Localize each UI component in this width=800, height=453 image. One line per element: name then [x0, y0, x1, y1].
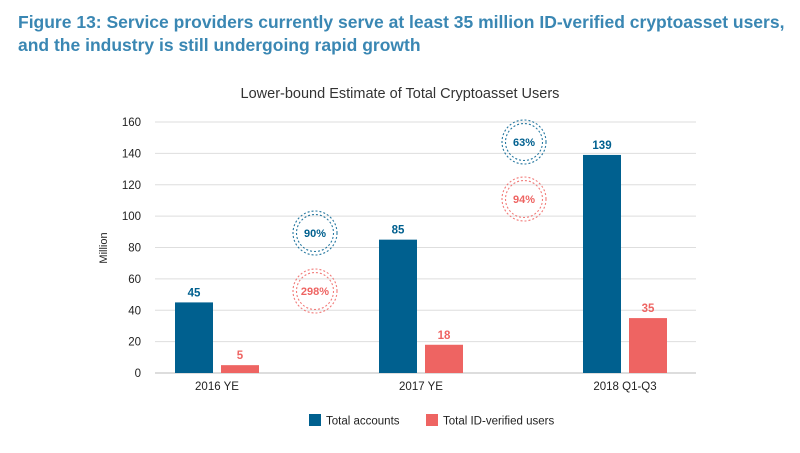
chart-title: Lower-bound Estimate of Total Cryptoasse… — [241, 86, 560, 102]
annotation-ring-outer — [292, 210, 338, 256]
x-tick-label: 2016 YE — [195, 381, 239, 393]
bars: 45 85 139 5 18 35 — [175, 140, 667, 373]
x-tick-label: 2018 Q1-Q3 — [593, 381, 656, 393]
growth-annotation: 298% — [292, 268, 338, 314]
growth-percentage: 63% — [513, 137, 535, 149]
bar-id-verified-users — [425, 344, 463, 373]
y-axis-ticks: 0 20 40 60 80 100 120 140 160 — [122, 117, 141, 380]
data-label: 85 — [392, 225, 405, 237]
legend-label: Total ID-verified users — [443, 416, 554, 428]
bar-id-verified-users — [629, 318, 667, 373]
data-label: 5 — [237, 350, 244, 362]
y-axis-label: Million — [98, 232, 110, 263]
legend: Total accounts Total ID-verified users — [309, 414, 554, 428]
growth-percentage: 94% — [513, 194, 535, 206]
y-tick-label: 0 — [135, 368, 141, 380]
x-tick-label: 2017 YE — [399, 381, 443, 393]
data-label: 45 — [188, 287, 201, 299]
growth-annotations: 90% 298% 63% 94% — [292, 119, 547, 314]
bar-total-accounts — [175, 302, 213, 373]
data-label: 18 — [438, 330, 451, 342]
bar-id-verified-users — [221, 365, 259, 373]
y-tick-label: 100 — [122, 211, 141, 223]
annotation-ring-inner — [295, 213, 335, 253]
annotation-ring-outer — [501, 176, 547, 222]
figure-title: Figure 13: Service providers currently s… — [18, 12, 785, 55]
annotation-ring-inner — [504, 179, 544, 219]
y-tick-label: 60 — [128, 274, 141, 286]
y-tick-label: 160 — [122, 117, 141, 129]
data-label: 35 — [642, 303, 655, 315]
y-tick-label: 20 — [128, 337, 141, 349]
annotation-ring-outer — [501, 119, 547, 165]
annotation-ring-outer — [292, 268, 338, 314]
growth-annotation: 94% — [501, 176, 547, 222]
growth-percentage: 90% — [304, 228, 326, 240]
y-tick-label: 140 — [122, 148, 141, 160]
x-axis-categories: 2016 YE 2017 YE 2018 Q1-Q3 — [195, 381, 657, 393]
data-label: 139 — [592, 140, 611, 152]
y-tick-label: 40 — [128, 305, 141, 317]
y-tick-label: 80 — [128, 243, 141, 255]
y-tick-label: 120 — [122, 180, 141, 192]
legend-swatch-total-accounts — [309, 414, 321, 426]
annotation-ring-inner — [504, 122, 544, 162]
growth-annotation: 90% — [292, 210, 338, 256]
legend-swatch-id-verified — [426, 414, 438, 426]
growth-annotation: 63% — [501, 119, 547, 165]
legend-label: Total accounts — [326, 416, 400, 428]
bar-total-accounts — [583, 154, 621, 373]
annotation-ring-inner — [295, 271, 335, 311]
bar-total-accounts — [379, 239, 417, 373]
growth-percentage: 298% — [301, 286, 329, 298]
